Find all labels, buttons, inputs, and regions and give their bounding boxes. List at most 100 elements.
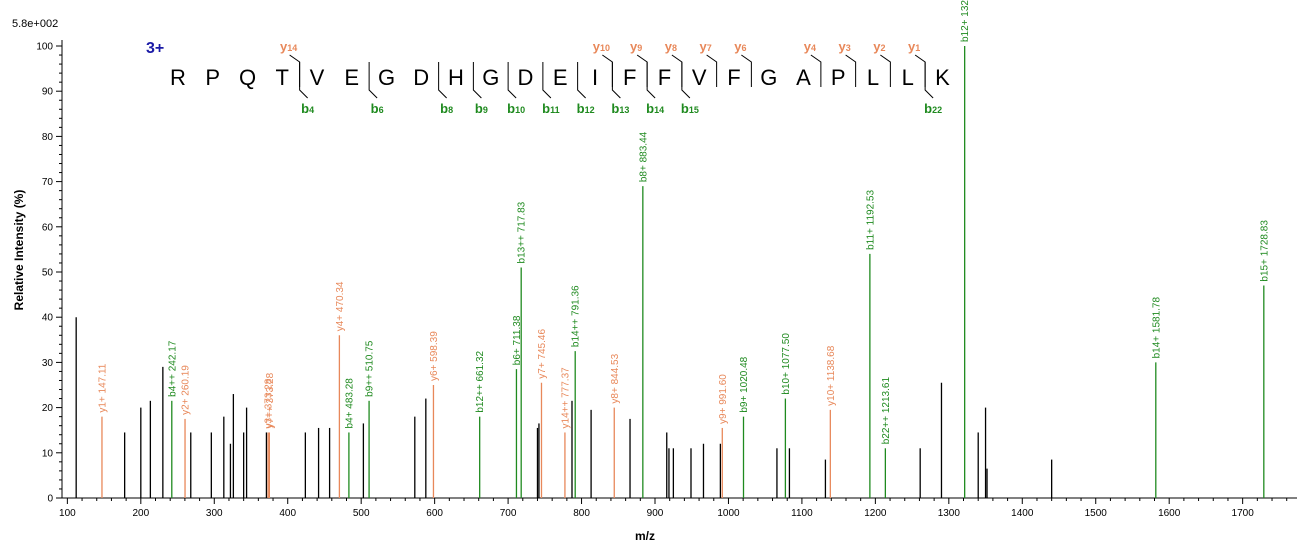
b-ion-label: b15 bbox=[681, 101, 699, 116]
b-ion-subscript: 9 bbox=[483, 105, 488, 115]
x-tick-label: 1100 bbox=[791, 508, 813, 519]
peak-label: y14++ 777.37 bbox=[560, 367, 571, 429]
y-ion-subscript: 3 bbox=[846, 43, 851, 53]
sequence-residue: P bbox=[831, 65, 846, 90]
x-tick-label: 100 bbox=[59, 508, 76, 519]
y-tick-label: 0 bbox=[47, 494, 53, 505]
sequence-residue: V bbox=[310, 65, 325, 90]
y-ion-cleavage-mark bbox=[741, 54, 752, 87]
y-ion-cleavage-mark bbox=[845, 54, 857, 87]
y-ion-label: y1 bbox=[908, 39, 920, 54]
peak-label: y7+ 745.46 bbox=[537, 329, 548, 379]
b-ion-subscript: 14 bbox=[654, 105, 664, 115]
y-ion-cleavage-mark bbox=[671, 54, 683, 87]
x-tick-label: 800 bbox=[573, 508, 590, 519]
peak-label: y4+ 470.34 bbox=[335, 281, 346, 331]
b-ion-cleavage-mark bbox=[368, 62, 378, 99]
x-tick-label: 1000 bbox=[717, 508, 740, 519]
b-ion-cleavage-mark bbox=[577, 62, 586, 99]
sequence-residue: L bbox=[902, 65, 914, 90]
y-ion-cleavage-mark bbox=[706, 54, 718, 87]
y-tick-label: 80 bbox=[42, 132, 54, 143]
y-ion-label: y4 bbox=[804, 39, 816, 54]
y-ion-subscript: 10 bbox=[600, 43, 610, 53]
x-tick-label: 500 bbox=[353, 508, 370, 519]
peak-label: y9+ 991.60 bbox=[718, 374, 729, 424]
sequence-residue: D bbox=[413, 65, 429, 90]
peak-label: y8+ 844.53 bbox=[610, 353, 621, 403]
b-ion-label: b8 bbox=[440, 101, 453, 116]
y-ion-cleavage-mark bbox=[636, 54, 648, 87]
y-ion-subscript: 8 bbox=[672, 43, 677, 53]
peak-label: b9++ 510.75 bbox=[365, 340, 376, 397]
x-tick-label: 1500 bbox=[1085, 508, 1108, 519]
sequence-residue: F bbox=[623, 65, 636, 90]
sequence-residue: E bbox=[344, 65, 359, 90]
peak-label: b8+ 883.44 bbox=[638, 131, 649, 182]
x-tick-label: 1200 bbox=[864, 508, 887, 519]
peak-label: b11+ 1192.53 bbox=[865, 190, 876, 250]
b-ion-cleavage-mark bbox=[542, 62, 552, 99]
y-ion-cleavage-mark bbox=[810, 54, 822, 87]
y-tick-label: 50 bbox=[42, 268, 54, 279]
b-ion-subscript: 13 bbox=[619, 105, 629, 115]
sequence-residue: A bbox=[796, 65, 811, 90]
sequence-residue: V bbox=[692, 65, 707, 90]
peak-label: b4+ 483.28 bbox=[344, 378, 355, 429]
y-tick-label: 70 bbox=[42, 177, 54, 188]
y-ion-label: y9 bbox=[630, 39, 642, 54]
peak-label: y2+ 260.19 bbox=[181, 365, 192, 415]
b-ion-subscript: 8 bbox=[448, 105, 453, 115]
sequence-residue: I bbox=[592, 65, 598, 90]
y-ion-subscript: 1 bbox=[915, 43, 920, 53]
b-ion-label: b14 bbox=[646, 101, 664, 116]
peak-label: b13++ 717.83 bbox=[517, 201, 528, 263]
sequence-residue: T bbox=[276, 65, 289, 90]
b-ion-subscript: 10 bbox=[515, 105, 525, 115]
x-tick-label: 300 bbox=[206, 508, 223, 519]
y-tick-label: 90 bbox=[42, 87, 54, 98]
peak-label: b14++ 791.36 bbox=[571, 285, 582, 347]
peak-label: b22++ 1213.61 bbox=[881, 377, 892, 445]
peak-label: b15+ 1728.83 bbox=[1259, 220, 1270, 282]
y-ion-cleavage-mark bbox=[289, 54, 301, 87]
y-ion-label: y6 bbox=[734, 39, 746, 54]
sequence-residue: F bbox=[727, 65, 740, 90]
x-tick-label: 900 bbox=[647, 508, 664, 519]
y-ion-label: y8 bbox=[665, 39, 677, 54]
y-tick-label: 20 bbox=[42, 403, 54, 414]
y-tick-label: 40 bbox=[42, 313, 54, 324]
x-axis-title: m/z bbox=[635, 529, 655, 543]
b-ion-label: b6 bbox=[371, 101, 384, 116]
sequence-residue: F bbox=[658, 65, 671, 90]
b-ion-subscript: 15 bbox=[689, 105, 699, 115]
y-ion-subscript: 2 bbox=[880, 43, 885, 53]
y-ion-label: y10 bbox=[593, 39, 610, 54]
y-ion-subscript: 6 bbox=[741, 43, 746, 53]
y-ion-label: y14 bbox=[280, 39, 297, 54]
sequence-residue: D bbox=[518, 65, 534, 90]
sequence-residue: E bbox=[553, 65, 568, 90]
peak-label: b6+ 711.38 bbox=[512, 315, 523, 365]
y-ion-subscript: 7 bbox=[707, 43, 712, 53]
b-ion-subscript: 22 bbox=[932, 105, 942, 115]
sequence-residue: G bbox=[482, 65, 499, 90]
y-axis-title: Relative Intensity (%) bbox=[12, 190, 26, 311]
b-ion-label: b12 bbox=[577, 101, 595, 116]
b-ion-cleavage-mark bbox=[299, 62, 308, 99]
sequence-residue: Q bbox=[239, 65, 256, 90]
intensity-scale-label: 5.8e+002 bbox=[12, 18, 58, 30]
b-ion-subscript: 11 bbox=[550, 105, 560, 115]
peak-label: b12+ 1321.57 bbox=[960, 0, 971, 42]
b-ion-label: b11 bbox=[542, 101, 559, 116]
peak-label: y10+ 1138.68 bbox=[826, 345, 837, 406]
sequence-residue: R bbox=[170, 65, 186, 90]
x-tick-label: 600 bbox=[426, 508, 443, 519]
b-ion-label: b13 bbox=[611, 101, 629, 116]
peak-label: y6+ 598.39 bbox=[429, 331, 440, 381]
sequence-residue: P bbox=[205, 65, 220, 90]
x-tick-label: 1700 bbox=[1232, 508, 1255, 519]
x-tick-label: 1400 bbox=[1011, 508, 1034, 519]
sequence-residue: H bbox=[448, 65, 464, 90]
b-ion-label: b22 bbox=[924, 101, 942, 116]
